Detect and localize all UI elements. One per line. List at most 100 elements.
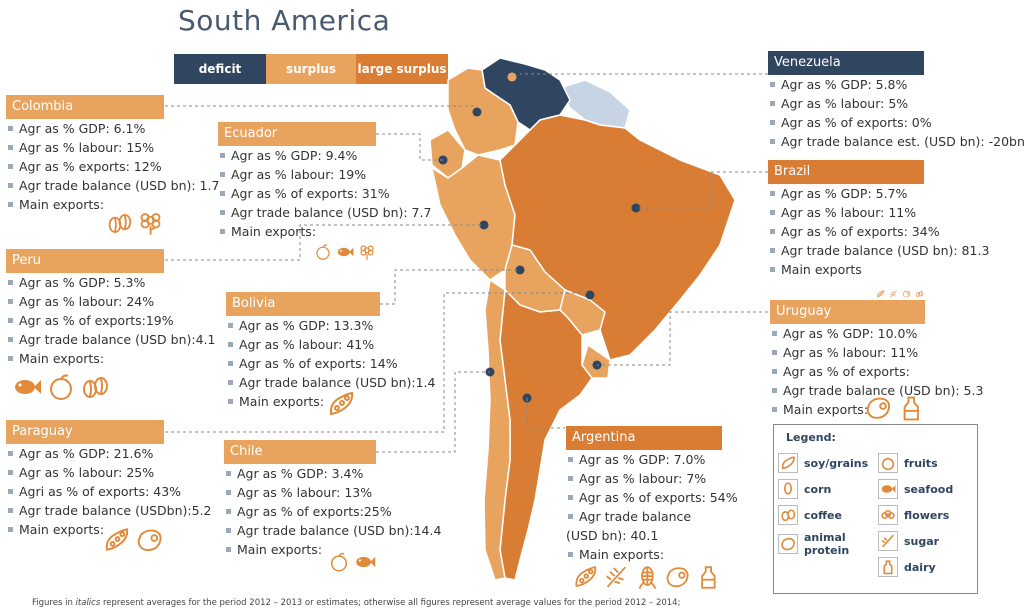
coffee-icon [83, 377, 108, 398]
legend-item-coffee: coffee [778, 505, 842, 525]
legend-item-sugar: sugar [878, 531, 939, 551]
legend-title: Legend: [786, 431, 836, 444]
stat-line: Agr as % GDP: 7.0% [566, 450, 722, 469]
stat-line: Agr as % GDP: 5.3% [6, 273, 164, 292]
sugar-icon [890, 290, 897, 298]
legend-item-corn: corn [778, 479, 831, 499]
animal-protein-icon [666, 567, 689, 588]
stat-line: Agr as % of exports:19% [6, 311, 174, 330]
coffee-icon [108, 214, 132, 233]
stat-line: Agr as % of exports: 31% [218, 184, 390, 203]
stat-line: Agr as % labour: 24% [6, 292, 164, 311]
stat-line: Main exports [768, 260, 924, 279]
legend-item-soy: soy/grains [778, 453, 868, 473]
panel-chile: Chile Agr as % GDP: 3.4% Agr as % labour… [224, 440, 441, 577]
stat-line: Main exports: [6, 195, 164, 214]
legend-surplus: surplus [266, 54, 356, 84]
stat-line: Main exports: [224, 540, 376, 559]
fruits-icon [330, 552, 348, 572]
stat-line: Agr trade balance (USD bn):1.4 [226, 373, 435, 392]
legend-item-animal-protein: animal protein [778, 531, 873, 557]
fruits-icon [50, 374, 72, 400]
stat-line: Agr as % labour: 11% [768, 203, 924, 222]
stat-line: Agr as % of exports: 14% [226, 354, 398, 373]
panel-bolivia: Bolivia Agr as % GDP: 13.3% Agr as % lab… [226, 292, 435, 419]
panel-paraguay: Paraguay Agr as % GDP: 21.6% Agr as % la… [6, 420, 212, 555]
footnote: Figures in italics represent averages fo… [32, 598, 681, 608]
sugar-icon [605, 566, 626, 588]
dairy-icon [903, 396, 919, 421]
legend-item-fruits: fruits [878, 453, 938, 473]
stat-line: Agr trade balance (USD bn):4.1 [6, 330, 215, 349]
legend-box: Legend: soy/grains corn coffee animal pr… [773, 424, 978, 594]
flowers-icon [881, 509, 895, 519]
stat-line: Agr trade balance est. (USD bn): -20bn [768, 132, 1025, 151]
stat-line: Main exports: [218, 222, 376, 241]
panel-ecuador: Ecuador Agr as % GDP: 9.4% Agr as % labo… [218, 122, 431, 267]
country-name: Peru [6, 249, 164, 273]
stat-line: Agr as % GDP: 3.4% [224, 464, 376, 483]
country-name: Colombia [6, 95, 164, 119]
country-name: Paraguay [6, 420, 164, 444]
seafood-icon [337, 247, 354, 257]
stat-line: Agr as % labour: 13% [224, 483, 376, 502]
country-name: Bolivia [226, 292, 380, 316]
animal-protein-icon [902, 290, 911, 298]
soy-grains-icon [781, 456, 795, 470]
stat-line: Agr as % labour: 11% [770, 343, 925, 362]
stat-line: Main exports: [770, 400, 925, 419]
stat-line: Agr as % GDP: 5.8% [768, 75, 924, 94]
stat-line: Agr trade balance (USD bn):14.4 [224, 521, 441, 540]
country-name: Ecuador [218, 122, 376, 146]
country-name: Argentina [566, 426, 722, 450]
country-name: Chile [224, 440, 376, 464]
soy-grains-icon [877, 290, 885, 298]
sugar-icon [881, 534, 894, 548]
seafood-icon [15, 380, 41, 394]
stat-line: Agr trade balance (USD bn): 1.7 [6, 176, 219, 195]
stat-line: Agr as % labour: 5% [768, 94, 924, 113]
stat-line: Agr trade balance (USD bn): 5.3 [770, 381, 983, 400]
flowers-icon [140, 213, 161, 235]
animal-protein-icon [866, 397, 891, 419]
stat-line: Agr as % labour: 25% [6, 463, 164, 482]
corn-icon [784, 482, 792, 495]
coffee-icon [915, 291, 924, 298]
legend-large-surplus: large surplus [356, 54, 448, 84]
map-colombia [447, 67, 519, 156]
seafood-icon [356, 556, 376, 568]
panel-brazil: Brazil Agr as % GDP: 5.7% Agr as % labou… [768, 160, 989, 309]
panel-venezuela: Venezuela Agr as % GDP: 5.8% Agr as % la… [768, 51, 1025, 151]
stat-line: Agri as % of exports: 43% [6, 482, 181, 501]
dairy-icon [883, 560, 893, 575]
legend-deficit: deficit [174, 54, 266, 84]
stat-line: Main exports: [226, 392, 380, 411]
stat-line: Agr as % GDP: 9.4% [218, 146, 376, 165]
fruits-icon [881, 457, 895, 471]
panel-colombia: Colombia Agr as % GDP: 6.1% Agr as % lab… [6, 95, 219, 238]
stat-line: Agr as % exports: 12% [6, 157, 164, 176]
panel-uruguay: Uruguay Agr as % GDP: 10.0% Agr as % lab… [770, 300, 983, 423]
seafood-icon [881, 485, 896, 493]
legend-item-dairy: dairy [878, 557, 936, 577]
panel-peru: Peru Agr as % GDP: 5.3% Agr as % labour:… [6, 249, 215, 402]
stat-line: Agr as % labour: 7% [566, 469, 722, 488]
stat-line: Agr as % labour: 41% [226, 335, 380, 354]
stat-line: Agr trade balance (USD bn): 81.3 [768, 241, 989, 260]
flowers-icon [360, 245, 374, 260]
legend-item-seafood: seafood [878, 479, 953, 499]
legend-item-flowers: flowers [878, 505, 949, 525]
map-chile [483, 279, 511, 581]
corn-icon [638, 566, 656, 590]
stat-line: Agr as % of exports: 34% [768, 222, 940, 241]
country-name: Uruguay [770, 300, 925, 324]
stat-line: Agr as % GDP: 5.7% [768, 184, 924, 203]
soy-grains-icon [575, 566, 597, 587]
stat-line: Main exports: [6, 349, 164, 368]
animal-protein-icon [137, 529, 162, 551]
stat-line: Agr trade balance (USDbn):5.2 [6, 501, 212, 520]
dairy-icon [701, 566, 716, 589]
stat-line: Agr as % of exports: [770, 362, 925, 381]
stat-line: Agr as % labour: 19% [218, 165, 376, 184]
panel-argentina: Argentina Agr as % GDP: 7.0% Agr as % la… [566, 426, 738, 592]
